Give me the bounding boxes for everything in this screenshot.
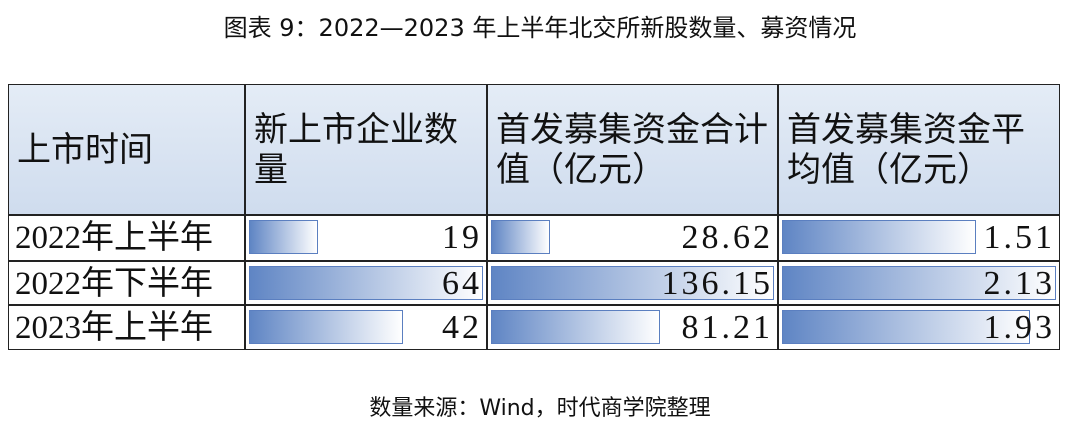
- data-bar: [249, 310, 403, 344]
- header-text: 上市时间: [17, 129, 153, 170]
- data-bar: [491, 220, 551, 254]
- cell-value: 2.13: [983, 265, 1055, 302]
- title: 图表 9：2022—2023 年上半年北交所新股数量、募资情况: [223, 14, 857, 42]
- row-label: 2023年上半年: [15, 310, 213, 346]
- data-cell: 42: [245, 305, 487, 350]
- cell-value: 81.21: [681, 309, 773, 346]
- cell-value: 1.93: [983, 309, 1055, 346]
- cell-value: 42: [442, 309, 482, 346]
- data-bar: [782, 266, 1056, 300]
- row-label: 2022年下半年: [15, 266, 213, 302]
- cell-value: 28.62: [681, 219, 773, 256]
- data-cell: 1.51: [778, 215, 1060, 261]
- header-cell: 上市时间: [8, 84, 245, 215]
- data-bar: [782, 310, 1031, 344]
- header-text: 首发募集资金合计值（亿元）: [496, 109, 768, 190]
- data-cell: 81.21: [487, 305, 778, 350]
- data-cell: 2022年下半年: [8, 261, 245, 305]
- data-cell: 28.62: [487, 215, 778, 261]
- data-cell: 64: [245, 261, 487, 305]
- data-bar: [782, 220, 977, 254]
- cell-value: 19: [442, 219, 482, 256]
- source: 数量来源：Wind，时代商学院整理: [369, 396, 711, 421]
- header-text: 新上市企业数量: [254, 109, 458, 190]
- data-cell: 2.13: [778, 261, 1060, 305]
- data-bar: [491, 266, 774, 300]
- data-cell: 136.15: [487, 261, 778, 305]
- header-cell: 首发募集资金合计值（亿元）: [487, 84, 778, 215]
- cell-value: 1.51: [983, 219, 1055, 256]
- header-cell: 新上市企业数量: [245, 84, 487, 215]
- header-cell: 首发募集资金平均值（亿元）: [778, 84, 1060, 215]
- data-bar: [249, 266, 483, 300]
- row-label: 2022年上半年: [15, 220, 213, 256]
- cell-value: 64: [442, 265, 482, 302]
- data-cell: 19: [245, 215, 487, 261]
- data-cell: 1.93: [778, 305, 1060, 350]
- data-bar: [491, 310, 660, 344]
- header-text: 首发募集资金平均值（亿元）: [787, 109, 1025, 190]
- data-cell: 2022年上半年: [8, 215, 245, 261]
- cell-value: 136.15: [661, 265, 773, 302]
- data-cell: 2023年上半年: [8, 305, 245, 350]
- data-bar: [249, 220, 319, 254]
